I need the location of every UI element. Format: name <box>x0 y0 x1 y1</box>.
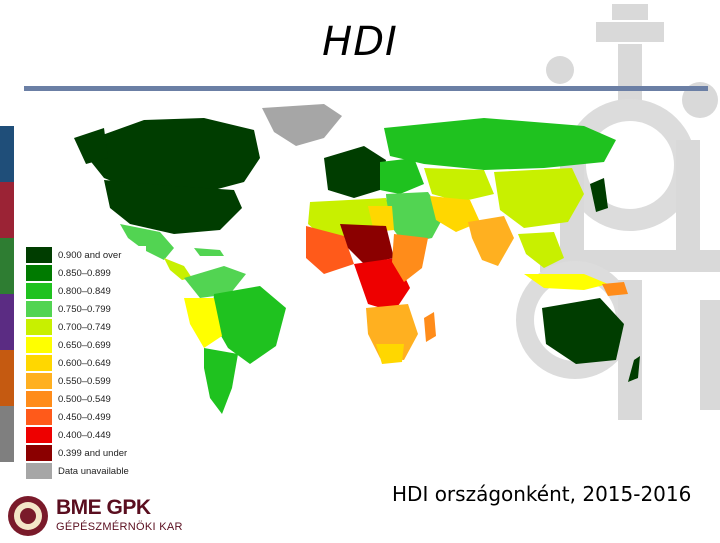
iran-afghanistan <box>430 196 480 232</box>
legend-row: 0.750–0.799 <box>26 300 146 318</box>
accent-band-4 <box>0 294 14 350</box>
central-africa <box>354 258 410 312</box>
legend-row: 0.850–0.899 <box>26 264 146 282</box>
mexico <box>120 224 174 260</box>
west-africa <box>306 226 354 274</box>
legend-row: 0.650–0.699 <box>26 336 146 354</box>
east-africa <box>392 234 428 282</box>
title-rule <box>24 86 708 91</box>
legend-swatch <box>26 247 52 263</box>
canada <box>88 118 260 190</box>
colombia-venezuela <box>184 266 246 298</box>
japan <box>590 178 608 212</box>
legend-row: 0.450–0.499 <box>26 408 146 426</box>
legend-swatch <box>26 337 52 353</box>
legend-label: 0.399 and under <box>58 447 128 459</box>
central-asia <box>424 168 494 202</box>
russia <box>384 118 616 170</box>
australia <box>542 298 624 364</box>
middle-east <box>386 192 444 244</box>
slide-caption: HDI országonként, 2015-2016 <box>392 482 692 506</box>
legend-swatch <box>26 301 52 317</box>
left-accent-strip <box>0 126 14 462</box>
legend-label: 0.600–0.649 <box>58 357 111 369</box>
bme-seal-icon <box>8 496 48 536</box>
accent-band-1 <box>0 126 14 182</box>
legend-swatch <box>26 445 52 461</box>
argentina-chile <box>204 348 238 414</box>
logo-sub-text: GÉPÉSZMÉRNÖKI KAR <box>56 521 183 533</box>
bme-gpk-logo: BME GPK GÉPÉSZMÉRNÖKI KAR <box>6 494 206 538</box>
world-hdi-map <box>74 104 640 414</box>
legend-swatch <box>26 391 52 407</box>
legend-row: 0.600–0.649 <box>26 354 146 372</box>
legend-row: Data unavailable <box>26 462 146 480</box>
legend-label: 0.850–0.899 <box>58 267 111 279</box>
legend-swatch <box>26 265 52 281</box>
legend-label: 0.700–0.749 <box>58 321 111 333</box>
central-america <box>164 258 192 280</box>
legend-row: 0.500–0.549 <box>26 390 146 408</box>
legend-label: 0.450–0.499 <box>58 411 111 423</box>
accent-band-3 <box>0 238 14 294</box>
legend-swatch <box>26 283 52 299</box>
accent-band-5 <box>0 350 14 406</box>
new-zealand <box>628 356 640 382</box>
legend-row: 0.400–0.449 <box>26 426 146 444</box>
india <box>468 216 514 266</box>
caribbean <box>194 248 224 256</box>
legend-row: 0.900 and over <box>26 246 146 264</box>
legend-row: 0.800–0.849 <box>26 282 146 300</box>
papua <box>602 282 628 296</box>
usa <box>104 180 242 234</box>
peru-bolivia <box>184 298 222 348</box>
sahel <box>340 224 394 264</box>
legend-swatch <box>26 355 52 371</box>
legend-swatch <box>26 409 52 425</box>
legend-swatch <box>26 319 52 335</box>
greenland <box>262 104 342 146</box>
brazil <box>212 286 286 364</box>
legend-label: 0.800–0.849 <box>58 285 111 297</box>
eastern-europe <box>380 158 424 194</box>
slide-title: HDI <box>322 19 398 65</box>
indonesia <box>524 274 608 290</box>
south-africa <box>376 344 404 364</box>
china <box>494 168 584 228</box>
hdi-legend: 0.900 and over 0.850–0.899 0.800–0.849 0.75… <box>26 246 146 480</box>
western-europe <box>324 146 386 198</box>
legend-swatch <box>26 373 52 389</box>
alaska <box>74 128 108 164</box>
logo-main-text: BME GPK <box>56 496 151 519</box>
legend-row: 0.550–0.599 <box>26 372 146 390</box>
accent-band-6 <box>0 406 14 462</box>
legend-label: 0.400–0.449 <box>58 429 111 441</box>
legend-label: 0.750–0.799 <box>58 303 111 315</box>
legend-label: 0.650–0.699 <box>58 339 111 351</box>
legend-swatch <box>26 463 52 479</box>
legend-label: 0.500–0.549 <box>58 393 111 405</box>
legend-row: 0.700–0.749 <box>26 318 146 336</box>
legend-swatch <box>26 427 52 443</box>
legend-row: 0.399 and under <box>26 444 146 462</box>
legend-label: 0.900 and over <box>58 249 122 261</box>
accent-band-2 <box>0 182 14 238</box>
madagascar <box>424 312 436 342</box>
legend-label: 0.550–0.599 <box>58 375 111 387</box>
southeast-asia <box>518 232 564 268</box>
legend-label: Data unavailable <box>58 465 129 477</box>
